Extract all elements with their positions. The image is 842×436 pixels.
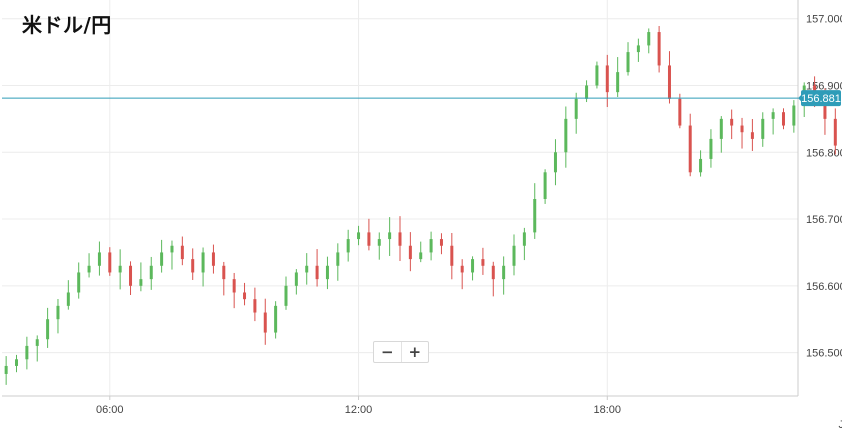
- candle-body: [263, 312, 267, 333]
- candle-body: [4, 365, 8, 374]
- candle-body: [647, 32, 651, 46]
- candle-body: [315, 265, 319, 280]
- candle-body: [66, 292, 70, 306]
- candle-body: [699, 158, 703, 173]
- candle-body: [25, 345, 29, 360]
- candle-body: [77, 272, 81, 293]
- candle-body: [429, 239, 433, 253]
- candle-body: [15, 359, 19, 366]
- candle-body: [419, 252, 423, 260]
- current-price-tag: [801, 90, 841, 107]
- candle-body: [377, 239, 381, 246]
- candle-body: [781, 112, 785, 126]
- candle-body: [294, 272, 298, 286]
- current-price-label: 156.881: [801, 93, 841, 105]
- chart-title: 米ドル/円: [22, 13, 112, 37]
- candle-body: [481, 259, 485, 266]
- candle-body: [792, 105, 796, 126]
- candle-body: [740, 125, 744, 133]
- candle-body: [709, 138, 713, 159]
- candle-body: [750, 132, 754, 139]
- candle-body: [35, 339, 39, 346]
- candle-body: [719, 118, 723, 139]
- candle-body: [170, 245, 174, 253]
- candle-body: [46, 319, 50, 340]
- candle-body: [657, 32, 661, 66]
- x-tick-label: 18:00: [594, 404, 622, 416]
- date-marker-label: Jan '26: [838, 419, 842, 431]
- candle-body: [129, 265, 133, 286]
- candle-body: [408, 245, 412, 260]
- candle-body: [574, 98, 578, 119]
- candle-body: [118, 265, 122, 273]
- candle-body: [139, 279, 143, 286]
- candle-body: [636, 45, 640, 53]
- candle-body: [564, 118, 568, 153]
- candle-body: [460, 265, 464, 273]
- y-tick-label: 156.600: [806, 281, 842, 293]
- candle-body: [97, 252, 101, 266]
- candle-body: [149, 265, 153, 280]
- candle-body: [678, 98, 682, 126]
- candle-body: [491, 265, 495, 280]
- y-tick-label: 156.800: [806, 147, 842, 159]
- candle-body: [56, 305, 60, 320]
- candle-body: [522, 232, 526, 246]
- candle-body: [346, 239, 350, 253]
- candle-body: [274, 305, 278, 333]
- zoom-in-button[interactable]: +: [400, 342, 429, 362]
- candle-body: [585, 85, 589, 99]
- candle-body: [305, 265, 309, 273]
- candle-body: [232, 279, 236, 293]
- candle-body: [605, 65, 609, 93]
- y-tick-label: 157.000: [806, 14, 842, 26]
- candle-body: [823, 98, 827, 119]
- candle-body: [553, 152, 557, 173]
- candle-body: [595, 65, 599, 86]
- candle-body: [398, 232, 402, 246]
- candle-body: [284, 285, 288, 306]
- candle-body: [730, 118, 734, 126]
- x-tick-label: 12:00: [345, 404, 373, 416]
- candle-body: [253, 299, 257, 313]
- candle-body: [543, 172, 547, 200]
- candle-body: [87, 265, 91, 273]
- candle-body: [180, 245, 184, 260]
- candle-body: [439, 239, 443, 246]
- candle-body: [667, 65, 671, 99]
- candle-body: [533, 199, 537, 233]
- candle-body: [222, 265, 226, 280]
- candle-body: [211, 252, 215, 266]
- y-tick-label: 156.700: [806, 214, 842, 226]
- current-price-tag-pointer: [798, 94, 802, 103]
- candle-body: [191, 259, 195, 273]
- candle-body: [688, 125, 692, 173]
- candle-body: [471, 259, 475, 273]
- candle-body: [325, 265, 329, 280]
- candle-body: [357, 232, 361, 240]
- candle-body: [502, 265, 506, 280]
- x-tick-label: 06:00: [96, 404, 124, 416]
- candle-body: [450, 245, 454, 266]
- candle-body: [160, 252, 164, 266]
- candle-body: [336, 252, 340, 266]
- candle-body: [771, 112, 775, 119]
- candle-body: [201, 252, 205, 273]
- y-tick-label: 156.500: [806, 348, 842, 360]
- zoom-out-button[interactable]: −: [380, 343, 394, 361]
- candle-body: [367, 232, 371, 246]
- candle-body: [833, 118, 837, 146]
- candle-body: [616, 72, 620, 93]
- candle-body: [388, 232, 392, 240]
- zoom-controls: − +: [373, 341, 429, 363]
- candle-body: [626, 52, 630, 73]
- candle-body: [243, 292, 247, 300]
- candle-body: [108, 252, 112, 273]
- candle-body: [512, 245, 516, 266]
- candle-body: [761, 118, 765, 139]
